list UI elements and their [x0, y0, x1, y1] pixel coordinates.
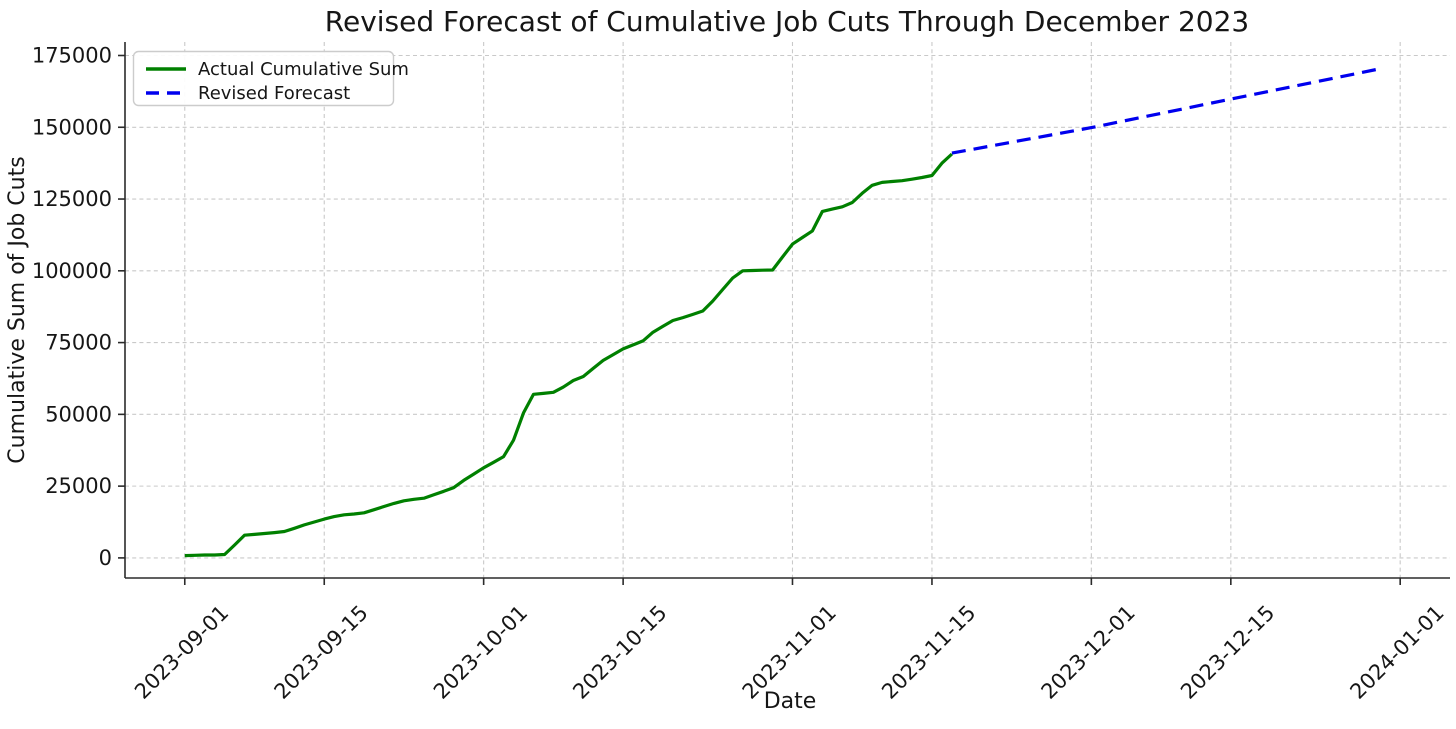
legend: Actual Cumulative Sum Revised Forecast [132, 50, 409, 107]
y-tick-label: 25000 [45, 474, 112, 498]
y-tick-label: 175000 [32, 43, 112, 67]
chart-title: Revised Forecast of Cumulative Job Cuts … [325, 5, 1249, 38]
y-tick-label: 125000 [32, 187, 112, 211]
y-tick-label: 150000 [32, 115, 112, 139]
series-line-forecast [951, 67, 1381, 155]
legend-label-actual: Actual Cumulative Sum [198, 59, 409, 80]
legend-box [132, 50, 395, 107]
x-axis-label: Date [764, 689, 817, 714]
y-axis-label: Cumulative Sum of Job Cuts [5, 156, 30, 463]
y-tick-label: 0 [99, 546, 112, 570]
series-line-actual [184, 152, 953, 558]
legend-label-forecast: Revised Forecast [198, 83, 350, 104]
y-tick-label: 75000 [45, 331, 112, 355]
y-tick-label: 100000 [32, 259, 112, 283]
y-tick-label: 50000 [45, 402, 112, 426]
